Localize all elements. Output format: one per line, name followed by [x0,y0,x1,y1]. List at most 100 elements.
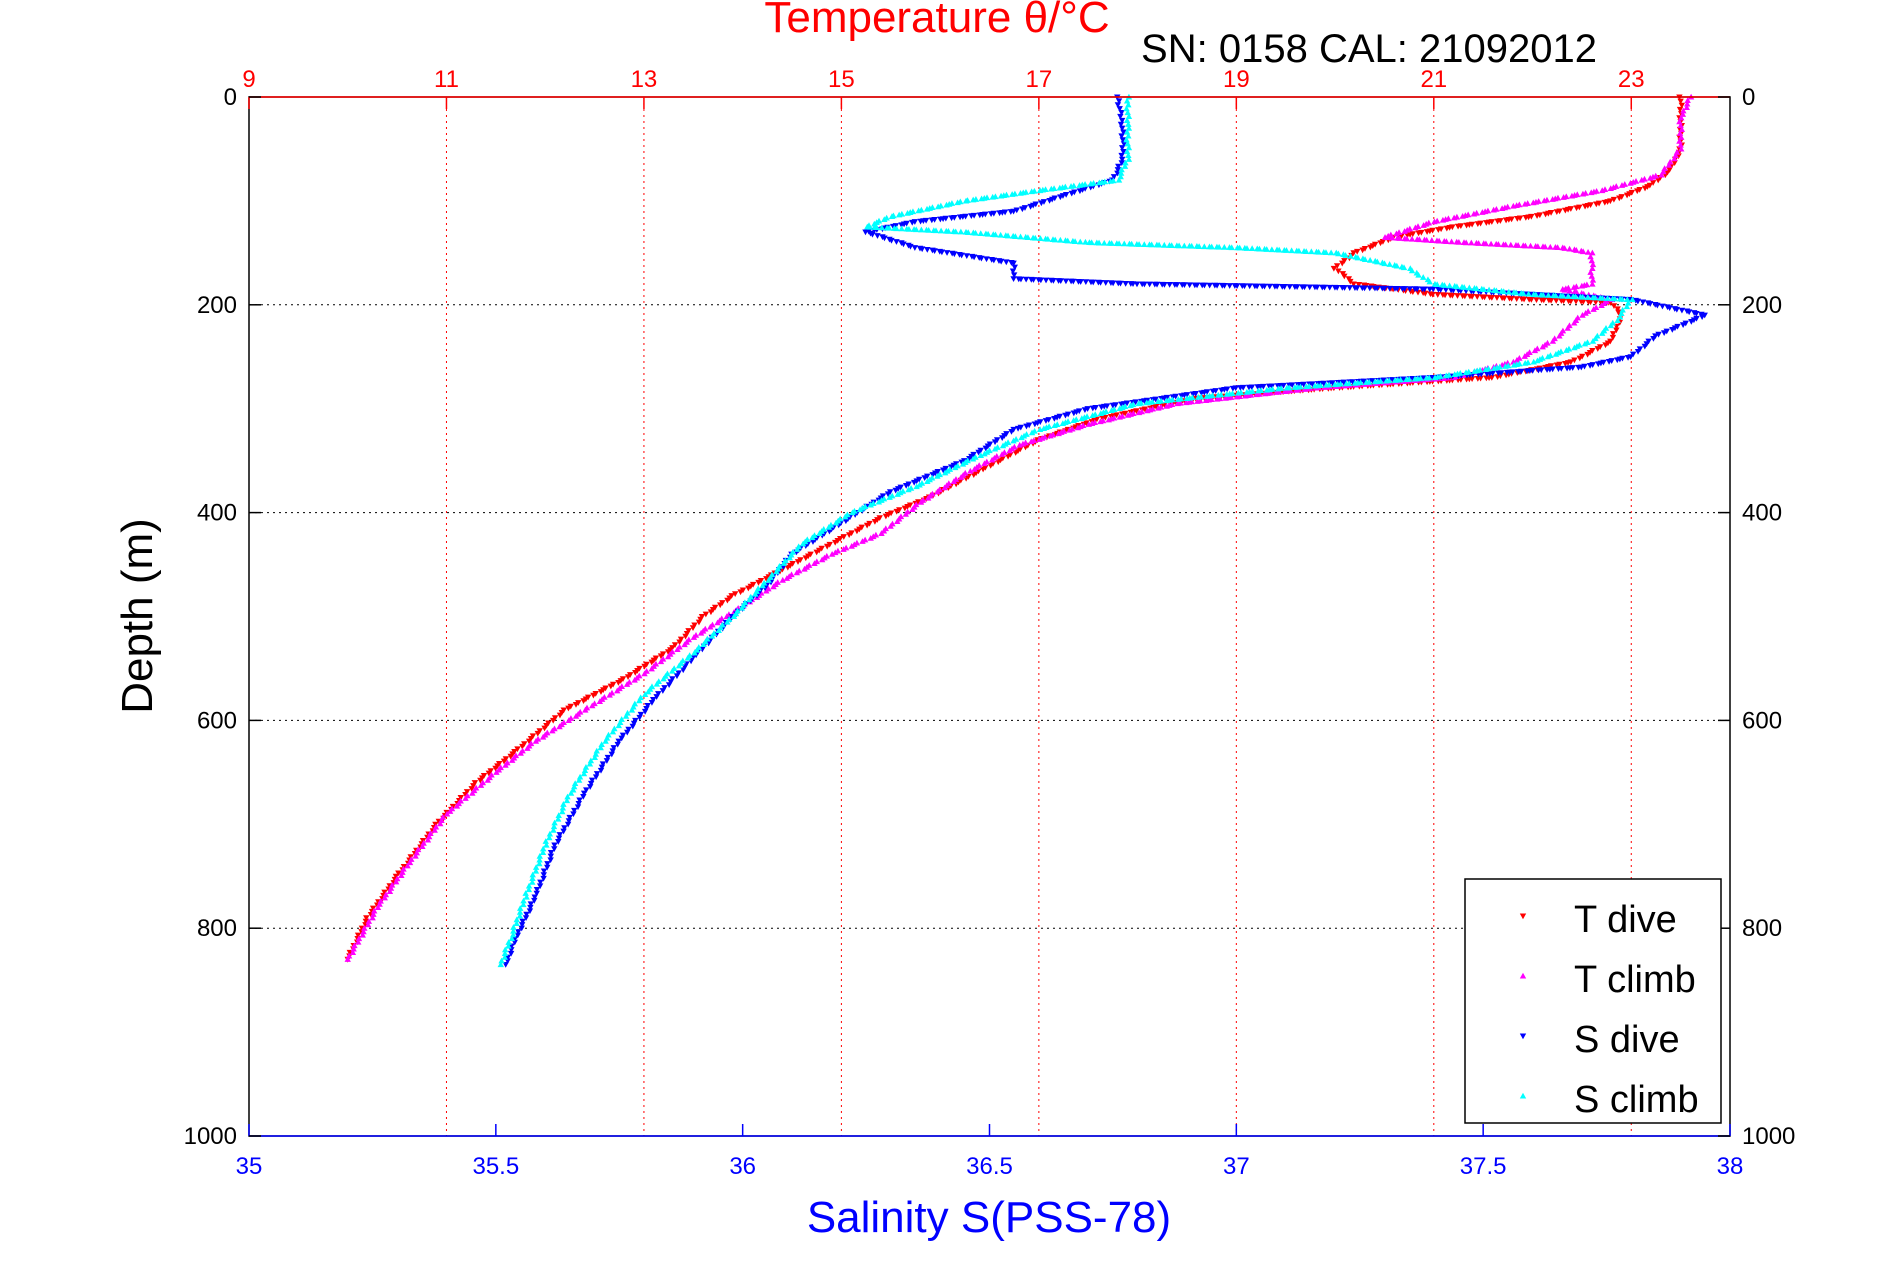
data-point [1482,366,1489,372]
data-point [419,843,426,849]
data-point [1341,285,1348,291]
data-point [997,258,1005,265]
data-point [881,235,888,242]
data-point [1609,334,1617,341]
data-point [1241,283,1248,290]
data-point [1679,322,1687,328]
data-point [1481,294,1488,301]
data-point [1268,246,1276,253]
data-point [1566,287,1573,294]
data-point [707,623,714,630]
data-point [1468,239,1475,246]
data-point [1381,285,1388,292]
data-point [1453,283,1461,290]
data-point [1070,410,1078,417]
data-point [801,565,808,572]
data-point [1573,247,1580,253]
data-point [909,506,916,512]
data-point [1480,286,1488,292]
data-point [832,549,839,556]
data-point [629,723,636,730]
data-point [1118,166,1125,173]
data-point [1303,248,1310,254]
data-point [537,879,544,886]
data-point [505,939,512,945]
data-point [1110,174,1118,180]
data-point [888,213,896,220]
data-point [449,803,457,810]
data-point [519,743,526,750]
data-point [1281,388,1289,395]
data-point [1589,261,1597,268]
data-point [1503,369,1511,376]
data-point [1253,283,1261,290]
data-point [1502,241,1509,248]
data-point [1057,236,1064,243]
data-point [610,745,617,751]
depth-tick-label-left: 0 [224,84,237,111]
data-point [544,864,551,871]
data-point [1128,240,1135,247]
data-point [525,882,533,889]
data-point [905,225,913,232]
data-point [1614,306,1621,313]
data-point [453,802,461,809]
data-point [525,886,533,893]
data-point [508,943,515,950]
data-point [1435,227,1442,233]
data-point [1611,295,1619,302]
data-point [655,691,662,697]
data-point [1415,271,1422,278]
data-point [392,878,400,885]
data-point [1203,393,1211,399]
data-point [1533,297,1540,303]
data-point [615,738,622,745]
data-point [1330,265,1338,272]
data-point [950,478,958,484]
data-point [1202,397,1210,403]
data-point [362,918,370,925]
data-point [1512,289,1520,296]
legend-label: S climb [1574,1079,1699,1121]
data-point [924,494,932,501]
data-point [1115,163,1122,170]
data-point [1161,241,1168,248]
data-point [586,760,594,767]
data-point [1693,315,1700,322]
legend-marker [1519,1092,1527,1099]
data-point [1515,369,1522,375]
data-point [504,954,512,961]
axis-ticks: 9 11 13 15 17 19 21 23 35 35.5 36 36.5 37 37.5 38 0 0 200… [184,66,1796,1180]
data-point [1413,286,1421,293]
salinity-tick-label: 35 [236,1153,263,1180]
data-point [1659,303,1666,310]
data-point [1594,346,1601,352]
data-point [1194,398,1201,404]
data-point [1067,183,1075,189]
data-point [1070,278,1077,285]
data-point [952,464,959,471]
data-point [509,757,516,763]
data-point [555,812,562,818]
data-point [1182,399,1190,406]
data-point [565,717,573,723]
data-point [752,590,759,597]
data-point [1584,294,1592,300]
data-point [995,459,1002,466]
data-point [724,597,731,604]
data-point [1059,420,1067,427]
data-point [1501,295,1508,302]
data-point [1016,441,1023,448]
data-point [632,670,639,676]
data-point [536,856,543,863]
data-point [470,783,477,789]
data-point [700,641,707,648]
data-point [878,530,885,536]
data-point [518,925,525,932]
data-point [1116,405,1124,412]
data-point [1634,348,1642,355]
data-point [1347,252,1354,259]
depth-tick-label-right: 600 [1742,707,1782,734]
data-point [1572,293,1579,300]
data-point [1169,394,1177,401]
